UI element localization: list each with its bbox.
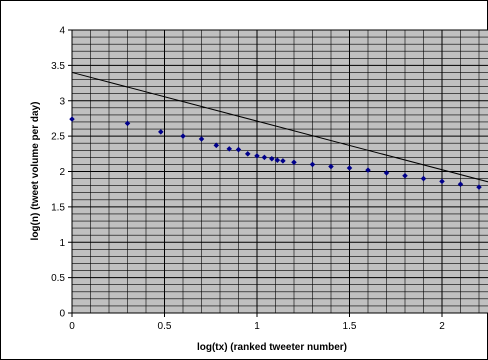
y-axis-title: log(n) (tweet volume per day)	[30, 102, 41, 241]
data-point	[439, 178, 445, 185]
data-point	[328, 163, 334, 170]
data-point	[420, 175, 427, 182]
axes	[68, 29, 488, 317]
data-point	[309, 161, 316, 168]
y-tick-label: 0	[59, 309, 65, 320]
data-point	[213, 142, 220, 149]
data-point	[280, 158, 286, 164]
data-point	[274, 157, 281, 163]
data-point	[383, 170, 390, 176]
data-point	[158, 129, 164, 135]
gridlines	[72, 30, 488, 313]
data-point	[198, 136, 205, 142]
data-point	[69, 116, 75, 122]
y-tick-label: 4	[59, 26, 65, 37]
data-point	[235, 146, 242, 153]
y-tick-label: 3	[59, 96, 65, 107]
data-point	[180, 133, 186, 139]
trend-line	[71, 71, 488, 183]
data-marks	[69, 71, 488, 190]
data-point	[365, 167, 371, 173]
x-axis-title: log(tx) (ranked tweeter number)	[197, 342, 347, 353]
data-point	[291, 159, 297, 166]
x-tick-label: 0	[69, 321, 75, 332]
x-tick-label: 2	[439, 321, 445, 332]
data-point	[124, 120, 131, 127]
data-point	[457, 181, 464, 188]
data-point	[254, 153, 260, 159]
x-tick-label: 0.5	[158, 321, 172, 332]
x-tick-label: 1.5	[343, 321, 357, 332]
data-point	[226, 146, 233, 152]
data-point	[476, 184, 482, 190]
y-tick-label: 2.5	[51, 132, 65, 143]
data-point	[269, 155, 275, 162]
x-tick-label: 1	[254, 321, 260, 332]
data-point	[402, 172, 408, 179]
data-point	[346, 165, 353, 171]
y-tick-label: 0.5	[51, 273, 65, 284]
y-tick-label: 2	[59, 167, 65, 178]
y-tick-label: 1	[59, 238, 65, 249]
y-tick-label: 1.5	[51, 202, 65, 213]
data-point	[244, 151, 251, 157]
x-tick-labels: 00.511.522.533.544.5	[69, 321, 445, 332]
y-tick-labels: 0 0.5 1 1.5 2 2.5 3 3.5 4	[51, 26, 65, 320]
data-point	[261, 154, 268, 161]
y-tick-label: 3.5	[51, 61, 65, 72]
